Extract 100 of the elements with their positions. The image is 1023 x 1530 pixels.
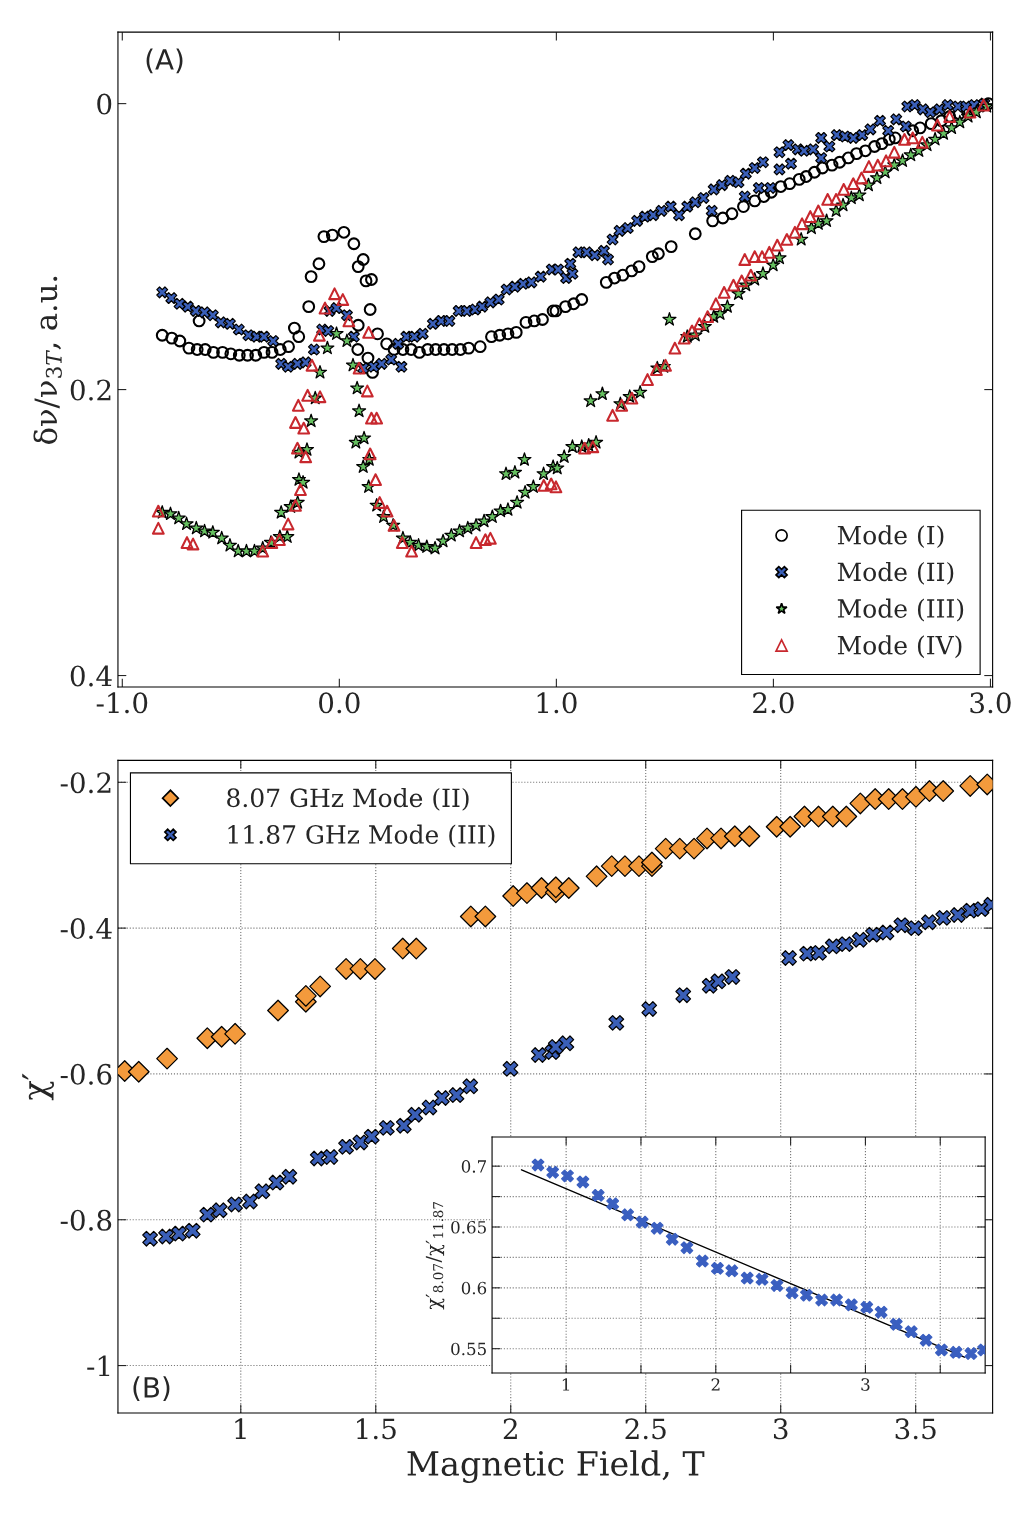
point [959,775,982,797]
point [675,987,692,1004]
point [935,909,952,926]
point [546,1165,560,1179]
point [779,815,802,838]
point [309,1150,326,1167]
y-tick-label: 0.6 [461,1281,487,1295]
point [770,1278,784,1292]
x-tick-label: 1.5 [357,1418,396,1440]
point [830,1293,843,1307]
point [364,958,386,980]
point [142,1230,158,1247]
point [171,1225,187,1242]
point [949,1345,963,1359]
point [824,938,841,955]
point [557,877,580,899]
point [338,1138,354,1155]
y-axis-title: δν/ν$_{3T}$, a.u. [33,276,62,444]
point [585,865,608,888]
point [815,1293,829,1307]
point [865,926,881,943]
point [889,1317,903,1331]
point [184,1222,201,1239]
y-tick-label: -0.2 [60,772,111,794]
point [650,1221,664,1235]
y-tick-label: 0.2 [70,379,111,401]
legend-label: 11.87 GHz Mode (III) [228,824,495,848]
point [561,1169,574,1183]
legend-label: 8.07 GHz Mode (II) [227,787,469,811]
x-tick-label: 1 [562,1378,570,1391]
point [665,1232,679,1246]
point [893,917,910,934]
point [268,1174,285,1191]
point [227,1196,244,1213]
point [935,1343,948,1357]
point [860,1300,874,1314]
point [932,780,955,802]
point [964,1347,978,1360]
x-tick-label: 3 [861,1378,870,1391]
point [309,975,332,998]
point [738,825,761,848]
point [405,937,428,960]
annotation: (B) [133,1376,170,1402]
point [949,907,966,923]
point [363,1128,380,1145]
point [837,936,854,953]
point [576,1175,590,1189]
legend-label: Mode (IV) [837,635,962,659]
point [641,1001,658,1017]
point [199,1206,216,1223]
point [531,1158,545,1172]
x-tick-label: 0.0 [319,692,360,714]
point [680,1241,694,1255]
point [395,1117,412,1134]
y-tick-label: -1 [87,1355,110,1377]
point [608,1014,625,1031]
x-tick-label: 3 [773,1418,788,1440]
point [844,1298,858,1312]
point [242,1193,258,1210]
point [156,1047,179,1070]
point [267,999,289,1022]
point [905,785,927,808]
point [835,805,858,828]
point [591,1188,605,1202]
x-axis-title: Magnetic Field, T [407,1450,705,1483]
y-tick-label: -0.6 [60,1063,112,1085]
point [904,1325,918,1339]
point [785,1286,799,1300]
point [635,1215,649,1229]
point [474,905,497,928]
point [621,1208,635,1222]
x-tick-label: -1.0 [96,692,148,714]
point [725,1264,739,1278]
y-tick-label: 0.55 [451,1342,486,1356]
point [254,1183,271,1200]
point [781,950,797,966]
point [920,914,937,931]
point [606,1197,620,1211]
y-axis-title: χ′$_{8.07}$/χ′$_{11.87}$ [425,1202,445,1310]
point [158,1228,174,1245]
point [740,1271,754,1285]
point [800,1288,813,1302]
y-tick-label: 0 [97,93,112,115]
x-tick-label: 2.5 [625,1418,666,1440]
legend-label: Mode (III) [837,598,964,622]
point [127,1060,150,1083]
y-tick-label: 0.7 [461,1160,486,1173]
point [878,924,895,941]
point [433,1090,450,1106]
point [906,920,923,937]
point [811,944,827,961]
point [695,1254,709,1268]
point [530,1047,547,1063]
y-tick-label: -0.4 [60,918,112,940]
point [448,1087,465,1103]
point [224,1022,247,1045]
point [919,1333,933,1347]
point [502,1060,519,1077]
point [462,1078,479,1095]
x-tick-label: 1.0 [537,692,577,714]
